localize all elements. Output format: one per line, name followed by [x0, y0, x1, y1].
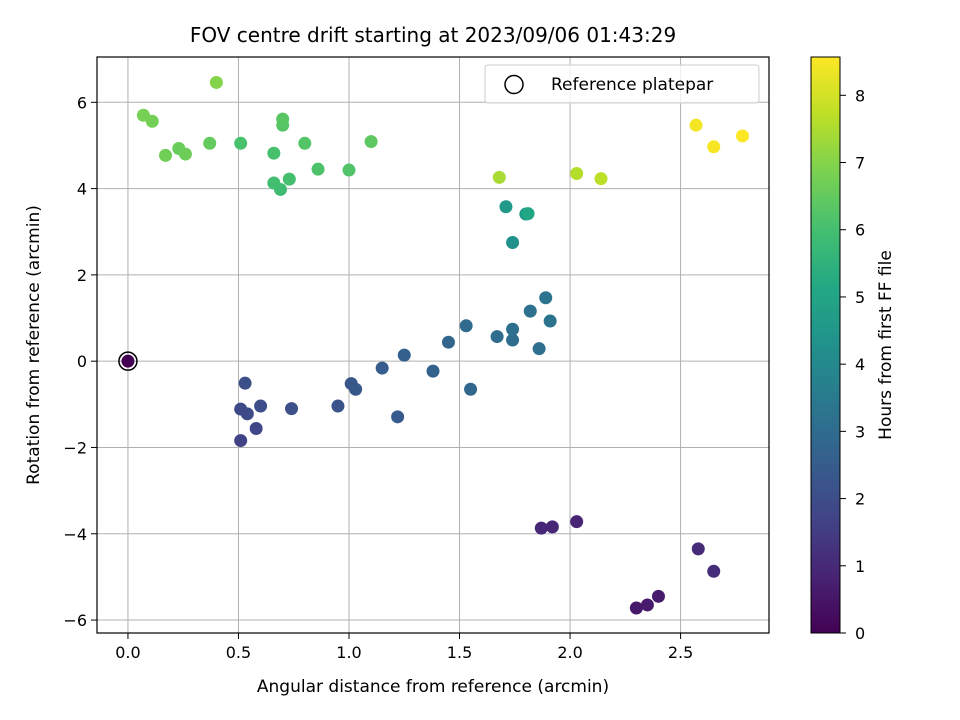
x-tick-label: 2.0	[557, 643, 582, 662]
colorbar-label: Hours from first FF file	[876, 250, 896, 440]
scatter-point	[159, 148, 173, 162]
y-tick-label: 4	[77, 180, 87, 199]
scatter-point	[254, 399, 268, 413]
scatter-point	[349, 382, 363, 396]
scatter-point	[240, 407, 254, 421]
scatter-point	[521, 207, 535, 221]
scatter-point	[506, 333, 520, 347]
legend-box	[484, 64, 760, 104]
scatter-point	[492, 170, 506, 184]
scatter-point	[234, 434, 248, 448]
scatter-point	[691, 542, 705, 556]
scatter-point	[532, 342, 546, 356]
scatter-point	[234, 136, 248, 150]
scatter-point	[506, 322, 520, 336]
x-tick-label: 1.5	[447, 643, 472, 662]
scatter-point	[441, 335, 455, 349]
scatter-point	[267, 146, 281, 160]
scatter-point	[426, 364, 440, 378]
scatter-point	[570, 515, 584, 529]
colorbar-tick-label: 8	[855, 86, 865, 105]
scatter-point	[735, 129, 749, 143]
colorbar-tick-label: 3	[855, 422, 865, 441]
scatter-point	[397, 348, 411, 362]
x-tick-label: 0.5	[226, 643, 251, 662]
y-tick-label: 2	[77, 266, 87, 285]
scatter-point	[570, 166, 584, 180]
colorbar-ticks: 0 1 2 3 4 5 6 7 8	[840, 86, 865, 643]
scatter-point	[490, 330, 504, 344]
scatter-point	[629, 601, 643, 615]
x-tick-label: 2.5	[668, 643, 693, 662]
scatter-point	[459, 319, 473, 333]
x-axis-ticks: 0.0 0.5 1.0 1.5 2.0 2.5	[115, 633, 693, 662]
colorbar-tick-label: 4	[855, 355, 865, 374]
scatter-point	[276, 112, 290, 126]
legend: Reference platepar	[484, 64, 760, 104]
legend-marker-reference	[504, 74, 524, 95]
scatter-point	[539, 291, 553, 305]
scatter-point	[342, 163, 356, 177]
scatter-point	[136, 108, 150, 122]
scatter-point	[121, 354, 135, 368]
y-tick-label: −4	[63, 525, 87, 544]
y-axis-ticks: −6 −4 −2 0 2 4 6	[63, 93, 97, 630]
colorbar-tick-label: 2	[855, 490, 865, 509]
colorbar-tick-label: 6	[855, 221, 865, 240]
scatter-point	[640, 598, 654, 612]
scatter-point	[203, 136, 217, 150]
scatter-point	[707, 140, 721, 154]
colorbar-gradient	[810, 56, 841, 634]
scatter-point	[523, 304, 537, 318]
scatter-point	[249, 421, 263, 435]
y-axis-label: Rotation from reference (arcmin)	[24, 205, 44, 485]
scatter-point	[285, 402, 299, 416]
legend-label-reference: Reference platepar	[551, 75, 713, 95]
colorbar-tick-label: 7	[855, 154, 865, 173]
scatter-point	[545, 520, 559, 534]
scatter-point	[651, 589, 665, 603]
scatter-point	[364, 135, 378, 149]
reference-platepar-marker	[118, 351, 138, 371]
scatter-point	[375, 361, 389, 375]
colorbar-tick-label: 1	[855, 557, 865, 576]
colorbar-tick-label: 0	[855, 624, 865, 643]
scatter-point	[282, 172, 296, 186]
y-tick-label: 6	[77, 93, 87, 112]
x-axis-label: Angular distance from reference (arcmin)	[257, 677, 609, 697]
x-tick-label: 0.0	[115, 643, 140, 662]
scatter-point	[298, 136, 312, 150]
x-tick-label: 1.0	[336, 643, 361, 662]
plot-frame	[96, 56, 770, 634]
scatter-point	[464, 382, 478, 396]
scatter-point	[267, 176, 281, 190]
scatter-point	[331, 399, 345, 413]
scatter-point	[311, 162, 325, 176]
scatter-point	[594, 172, 608, 186]
data-points	[118, 75, 749, 615]
scatter-point	[391, 410, 405, 424]
scatter-point	[543, 314, 557, 328]
colorbar-tick-label: 5	[855, 288, 865, 307]
scatter-point	[689, 118, 703, 132]
scatter-point	[499, 200, 513, 214]
scatter-point	[209, 75, 223, 89]
y-tick-label: 0	[77, 352, 87, 371]
scatter-point	[707, 564, 721, 578]
scatter-point	[238, 376, 252, 390]
colorbar: 0 1 2 3 4 5 6 7 8 Hours from first FF file	[810, 56, 896, 643]
y-tick-label: −2	[63, 438, 87, 457]
scatter-point	[506, 236, 520, 250]
chart-title: FOV centre drift starting at 2023/09/06 …	[190, 23, 676, 47]
y-tick-label: −6	[63, 611, 87, 630]
grid-lines	[97, 57, 769, 633]
scatter-point	[534, 521, 548, 535]
scatter-point	[178, 147, 192, 161]
